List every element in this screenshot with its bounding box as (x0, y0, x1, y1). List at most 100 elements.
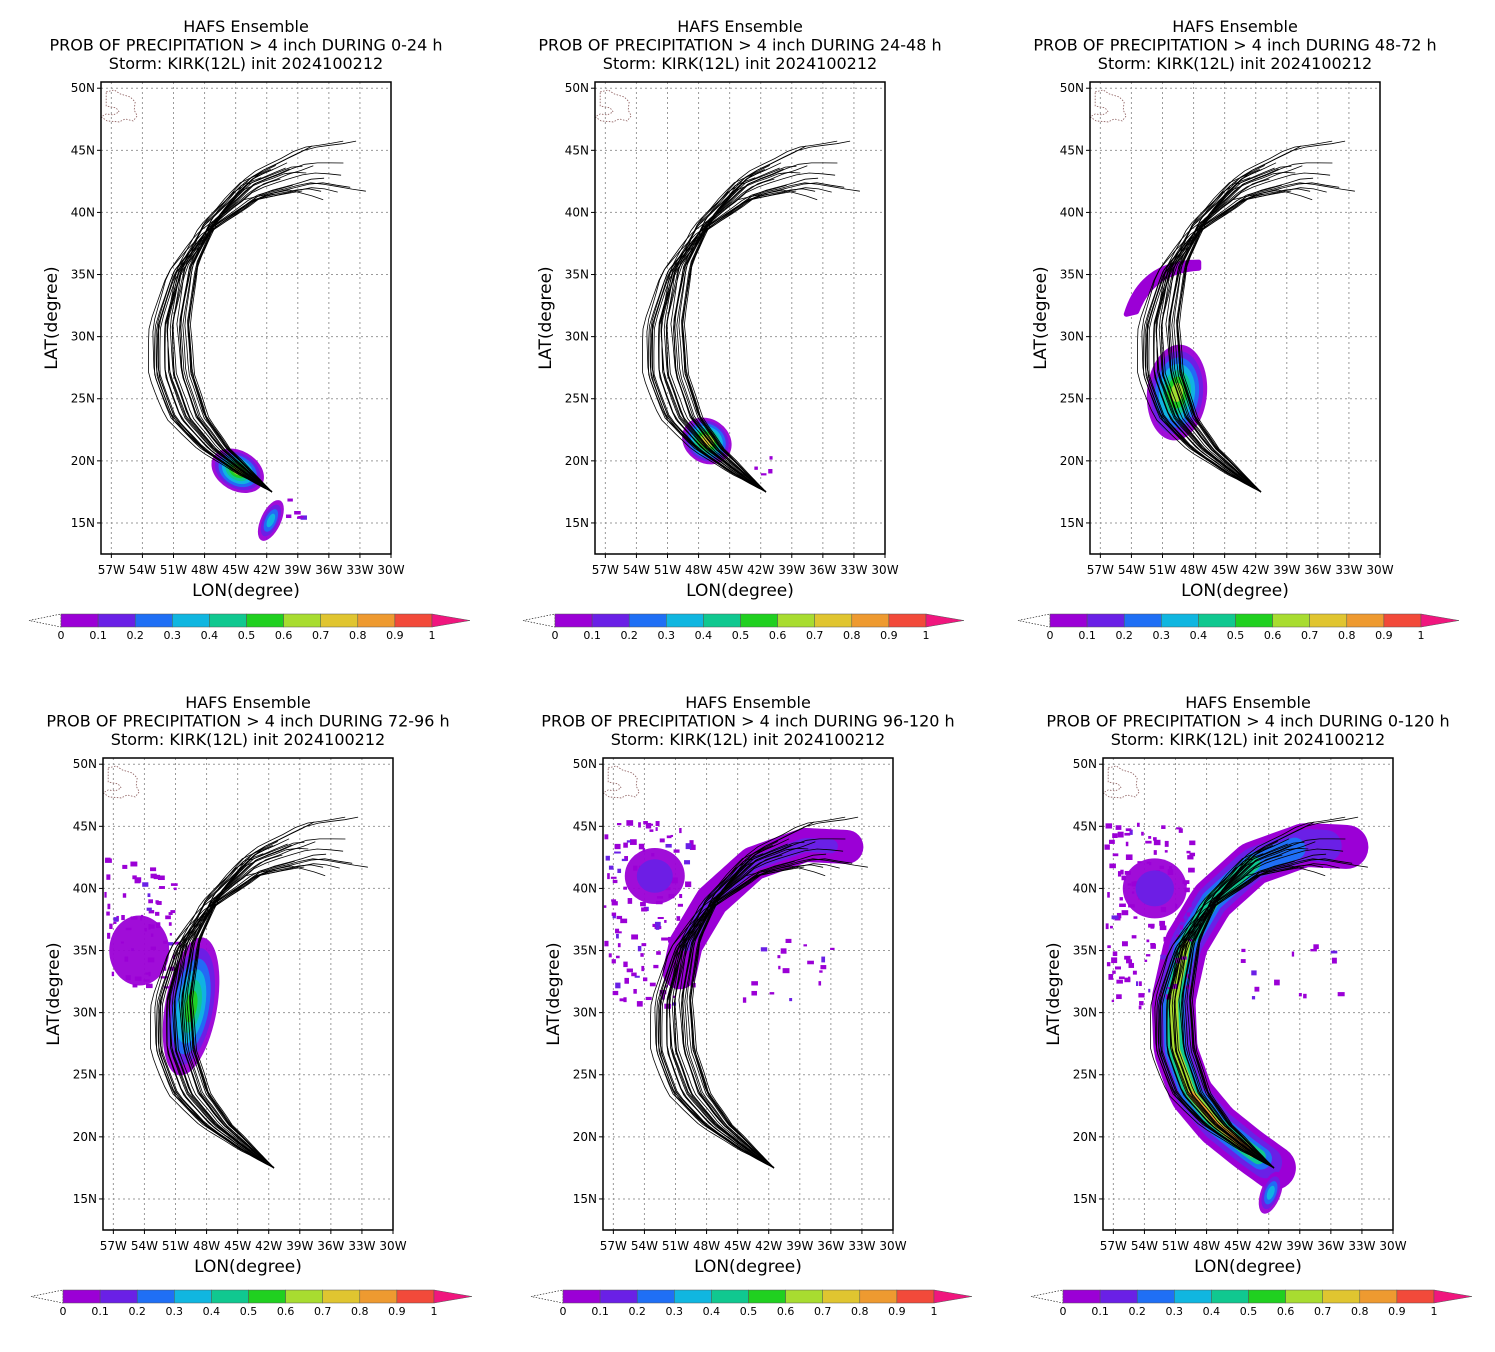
precip-speckle (742, 997, 747, 1003)
lon-tick-label: 36W (1304, 563, 1331, 577)
ensemble-track (1173, 841, 1316, 1169)
precip-speckle (1125, 828, 1132, 832)
precip-speckle (168, 912, 173, 915)
precip-speckle (685, 881, 692, 888)
precip-speckle (670, 834, 674, 837)
ensemble-track (1158, 171, 1296, 493)
precip-speckle (666, 835, 672, 839)
lat-tick-label: 50N (71, 81, 95, 95)
ensemble-track (154, 182, 366, 493)
ensemble-track (1161, 177, 1262, 493)
panel-title-line: HAFS Ensemble (183, 17, 309, 36)
map-frame (100, 81, 392, 555)
precip-speckle (807, 960, 814, 965)
colorbar-segment (822, 1289, 861, 1304)
lon-tick-label: 42W (1242, 563, 1269, 577)
colorbar-segment (888, 613, 927, 628)
precip-speckle (689, 840, 694, 846)
y-axis-label: LAT(degree) (1031, 266, 1051, 369)
colorbar-segment (562, 1289, 601, 1304)
precip-speckle (1331, 957, 1337, 964)
precip-level-3 (266, 513, 276, 528)
panel-title-line: Storm: KIRK(12L) init 2024100212 (603, 54, 877, 73)
precip-speckle (1187, 855, 1194, 860)
colorbar-over-arrow (433, 1289, 473, 1304)
colorbar-label: 0.8 (1338, 629, 1356, 642)
lat-tick-label: 40N (565, 205, 589, 219)
lat-tick-label: 40N (1060, 205, 1084, 219)
precip-speckle (1125, 841, 1129, 847)
precip-speckle (654, 921, 661, 927)
precip-speckle (760, 947, 768, 952)
colorbar-label: 0.5 (1240, 1305, 1258, 1318)
precip-speckle (1119, 897, 1123, 901)
precip-speckle (1145, 840, 1152, 844)
colorbar-segment (211, 1289, 249, 1304)
lat-tick-label: 40N (573, 881, 597, 895)
precip-speckle (1109, 925, 1113, 929)
precip-speckle (1254, 986, 1260, 992)
ensemble-track (659, 860, 795, 1168)
precip-speckle (104, 891, 107, 898)
colorbar-label: 0.6 (1277, 1305, 1295, 1318)
panel-title-line: PROB OF PRECIPITATION > 4 inch DURING 96… (541, 712, 954, 731)
lon-tick-label: 48W (1180, 563, 1207, 577)
precip-speckle (150, 873, 157, 879)
colorbar-label: 0.1 (89, 629, 107, 642)
precip-speckle (679, 893, 683, 899)
precip-speckle (605, 855, 610, 861)
precip-speckle (677, 940, 680, 943)
lon-tick-label: 30W (377, 563, 404, 577)
ensemble-track (1176, 169, 1263, 492)
colorbar-segment (1272, 613, 1310, 628)
ensemble-track (1189, 845, 1276, 1168)
map-frame (1102, 757, 1394, 1231)
precip-speckle (148, 899, 153, 904)
precip-speckle (612, 914, 616, 919)
colorbar-label: 0.7 (814, 1305, 832, 1318)
colorbar-under-arrow (1030, 1289, 1064, 1304)
colorbar-segment (785, 1289, 823, 1304)
lon-tick-label: 30W (1379, 1239, 1406, 1253)
ensemble-track (174, 853, 275, 1169)
precip-speckle (637, 945, 642, 952)
colorbar-label: 0.4 (203, 1305, 221, 1318)
precip-speckle (1330, 950, 1338, 954)
precip-speckle (659, 838, 665, 843)
lon-tick-label: 48W (693, 1239, 720, 1253)
colorbar-segment (248, 1289, 286, 1304)
precip-speckle (1116, 994, 1122, 1000)
lat-tick-label: 20N (1073, 1130, 1097, 1144)
precip-speckle (1291, 951, 1295, 957)
colorbar-label: 0.4 (703, 1305, 721, 1318)
precip-speckle (1141, 831, 1144, 836)
colorbar-label: 0 (58, 629, 65, 642)
ensemble-track (681, 169, 768, 492)
precip-speckle (169, 933, 172, 936)
precip-speckle (1126, 959, 1133, 964)
precip-speckle (626, 840, 631, 843)
precip-speckle (155, 900, 159, 904)
precip-speckle (612, 990, 619, 996)
precip-speckle (616, 933, 619, 939)
precip-speckle (122, 893, 127, 898)
colorbar-segment (1235, 613, 1273, 628)
lon-tick-label: 48W (685, 563, 712, 577)
precip-speckle (1274, 979, 1280, 986)
precip-speckle (168, 922, 172, 926)
precip-speckle (1159, 920, 1166, 926)
lon-tick-label: 54W (1118, 563, 1145, 577)
colorbar-label: 0.5 (740, 1305, 758, 1318)
precip-speckle (665, 985, 668, 988)
colorbar-segment (97, 613, 136, 628)
precip-speckle (615, 928, 620, 934)
precip-speckle (1136, 822, 1140, 827)
colorbar-segment (1062, 1289, 1101, 1304)
precip-speckle (612, 879, 618, 884)
colorbar-under-arrow (30, 1289, 64, 1304)
precip-speckle (619, 998, 624, 1002)
precip-speckle (1132, 970, 1137, 975)
panel-title-line: Storm: KIRK(12L) init 2024100212 (111, 730, 385, 749)
ensemble-track (156, 858, 368, 1169)
